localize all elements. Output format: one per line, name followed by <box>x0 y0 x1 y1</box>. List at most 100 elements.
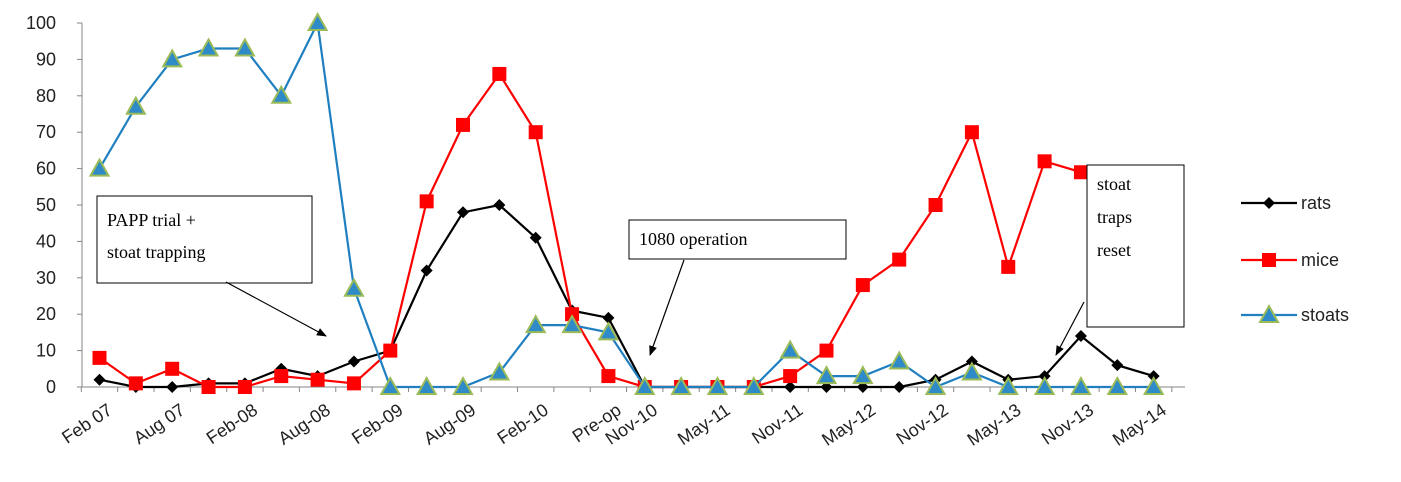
point-mice <box>892 252 907 267</box>
point-stoats <box>88 157 111 177</box>
y-tick-label: 70 <box>36 122 56 142</box>
point-mice <box>201 380 216 394</box>
x-tick-label: Aug-09 <box>420 400 479 449</box>
point-stoats <box>997 375 1019 395</box>
annotation-papp-box <box>96 195 313 284</box>
point-rats <box>493 199 506 211</box>
point-stoats <box>1033 375 1056 395</box>
point-mice <box>383 343 398 358</box>
annotation-traps-line-3: reset <box>1097 240 1131 260</box>
point-mice <box>92 350 107 365</box>
point-rats <box>93 373 106 386</box>
point-mice <box>855 278 870 293</box>
legend-label: stoats <box>1301 305 1349 325</box>
point-stoats <box>670 375 692 395</box>
point-mice <box>346 376 361 391</box>
point-rats <box>529 231 542 244</box>
point-rats <box>893 381 906 393</box>
point-stoats <box>270 84 292 104</box>
series-mice <box>92 66 1161 394</box>
point-rats <box>457 206 469 219</box>
x-tick-label: May-13 <box>964 400 1025 450</box>
y-tick-label: 20 <box>36 304 56 324</box>
legend-swatch-marker <box>1258 303 1280 323</box>
point-stoats <box>452 375 474 395</box>
point-mice <box>310 372 325 387</box>
point-mice <box>783 369 798 384</box>
point-stoats <box>634 375 656 395</box>
point-mice <box>492 66 507 81</box>
y-tick-label: 80 <box>36 86 56 106</box>
point-mice <box>1037 154 1052 169</box>
point-mice <box>165 361 180 376</box>
point-mice <box>456 117 470 132</box>
legend-label: mice <box>1301 250 1339 270</box>
x-tick-label: Nov-13 <box>1038 400 1097 449</box>
legend-item-stoats: stoats <box>1241 303 1349 325</box>
annotation-traps-line-2: traps <box>1097 207 1132 227</box>
annotations: PAPP trial + stoat trapping 1080 operati… <box>96 164 1185 356</box>
point-mice <box>237 380 252 394</box>
point-stoats <box>1070 375 1092 395</box>
point-stoats <box>888 350 910 370</box>
y-tick-label: 10 <box>36 341 56 361</box>
point-stoats <box>1142 375 1165 395</box>
x-tick-label: May-11 <box>674 400 734 449</box>
x-tick-label: Feb-08 <box>203 400 261 448</box>
y-tick-label: 0 <box>46 377 56 397</box>
annotation-1080-arrow <box>649 259 685 356</box>
point-stoats <box>852 365 874 385</box>
point-stoats <box>743 375 765 395</box>
point-stoats <box>815 365 838 385</box>
y-tick-label: 30 <box>36 268 56 288</box>
point-rats <box>602 311 615 324</box>
legend-label: rats <box>1301 193 1331 213</box>
annotation-1080-box <box>628 219 847 260</box>
point-stoats <box>1106 375 1129 395</box>
legend-swatch-marker <box>1262 253 1276 267</box>
point-rats <box>1074 330 1087 343</box>
x-tick-label: Aug-08 <box>275 400 334 449</box>
series-rats <box>93 199 1160 393</box>
point-stoats <box>343 277 365 297</box>
x-tick-label: Feb-10 <box>494 400 552 448</box>
annotation-papp-line-1: PAPP trial + <box>107 210 196 230</box>
point-mice <box>528 125 543 140</box>
annotation-papp-arrow <box>225 281 327 337</box>
annotation-traps-line-1: stoat <box>1097 174 1131 194</box>
point-stoats <box>524 314 547 334</box>
point-stoats <box>161 48 183 68</box>
y-tick-label: 90 <box>36 49 56 69</box>
point-stoats <box>234 37 256 57</box>
y-tick-label: 40 <box>36 231 56 251</box>
legend: rats mice stoats <box>1241 193 1349 325</box>
legend-item-mice: mice <box>1241 250 1339 270</box>
y-tick-label: 50 <box>36 195 56 215</box>
x-tick-label: Nov-12 <box>893 400 952 449</box>
point-stoats <box>779 339 801 359</box>
annotation-papp: PAPP trial + stoat trapping <box>96 195 327 337</box>
point-rats <box>784 381 797 393</box>
point-stoats <box>597 321 620 341</box>
x-tick-label: May-12 <box>818 400 879 450</box>
point-mice <box>274 369 289 384</box>
annotation-traps-box <box>1086 164 1185 328</box>
point-mice <box>819 343 834 358</box>
point-mice <box>601 369 616 384</box>
point-rats <box>347 355 360 368</box>
point-rats <box>420 264 433 277</box>
point-mice <box>964 125 979 140</box>
legend-swatch-marker <box>1263 197 1275 209</box>
x-tick-label: May-14 <box>1109 400 1170 450</box>
point-stoats <box>561 314 583 334</box>
annotation-1080: 1080 operation <box>628 219 847 356</box>
point-mice <box>1073 165 1088 180</box>
annotation-traps-arrow <box>1055 301 1085 356</box>
annotation-1080-text: 1080 operation <box>639 229 747 249</box>
annotation-traps: stoat traps reset <box>1055 164 1185 356</box>
point-stoats <box>125 95 147 115</box>
series-stoats <box>88 11 1165 395</box>
point-stoats <box>924 375 947 395</box>
point-rats <box>166 381 179 393</box>
